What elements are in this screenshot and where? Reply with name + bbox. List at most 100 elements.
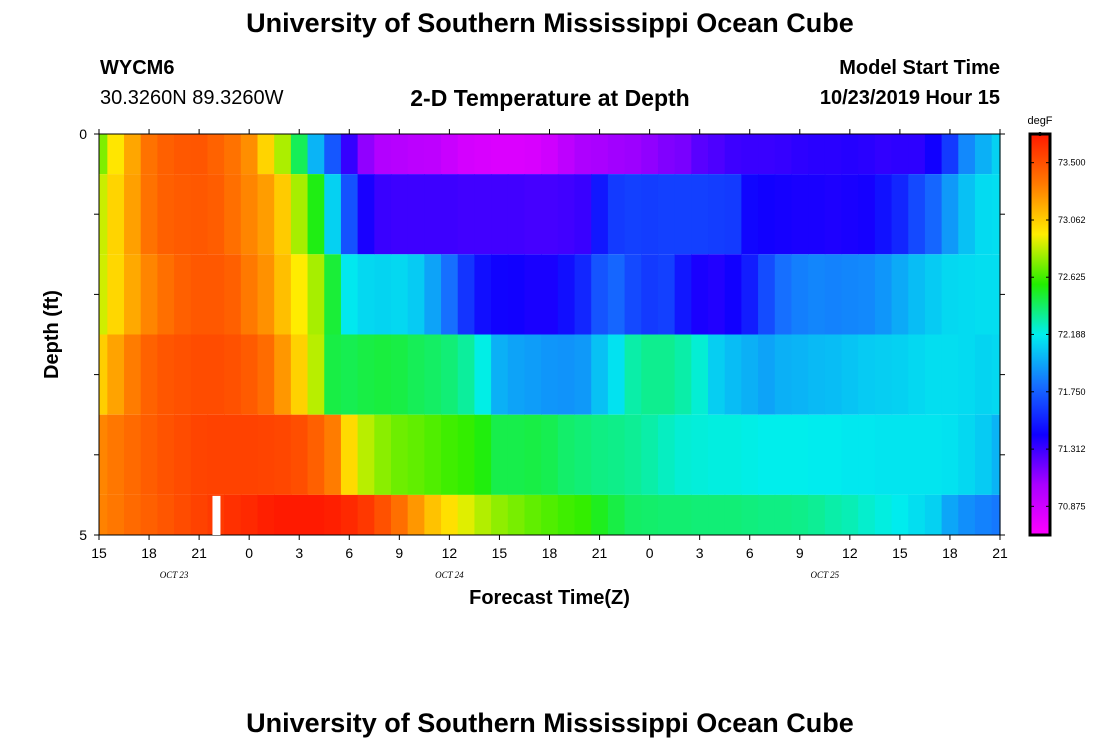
heatmap-cell (257, 334, 275, 415)
heatmap-cell (774, 334, 793, 415)
heatmap-cell (524, 334, 542, 415)
heatmap-cell (741, 254, 759, 335)
heatmap-cell (124, 134, 142, 175)
heatmap-cell (974, 414, 993, 495)
heatmap-cell (758, 334, 776, 415)
x-tick-label: 6 (345, 545, 353, 561)
heatmap-cell (491, 134, 509, 175)
heatmap-cell (607, 174, 626, 255)
heatmap-cell (591, 414, 609, 495)
heatmap-cell (340, 334, 359, 415)
heatmap-cell (474, 414, 492, 495)
heatmap-cell (874, 134, 893, 175)
heatmap-cell (507, 254, 526, 335)
heatmap-cell (891, 494, 909, 535)
heatmap-cell (808, 174, 826, 255)
heatmap-cell (324, 134, 342, 175)
heatmap-cell (791, 414, 809, 495)
heatmap-cell (591, 174, 609, 255)
heatmap-cell (874, 174, 893, 255)
colorbar: degF 73.500 73.062 72.625 72.188 71.750 71.31… (1027, 115, 1086, 537)
x-tick-label: 21 (191, 545, 207, 561)
heatmap-cell (991, 494, 1001, 535)
colorbar-tick-label: 72.625 (1058, 272, 1086, 282)
heatmap-cell (974, 134, 993, 175)
heatmap-cell (691, 174, 709, 255)
heatmap-cell (107, 414, 125, 495)
heatmap-cell (624, 134, 642, 175)
heatmap-cell (741, 174, 759, 255)
heatmap-cell (657, 494, 676, 535)
heatmap-cell (290, 494, 309, 535)
heatmap-cell (374, 494, 392, 535)
heatmap-cell (791, 254, 809, 335)
heatmap-cell (624, 254, 642, 335)
heatmap-cell (441, 134, 459, 175)
date-label: OCT 25 (811, 570, 840, 580)
page-title: University of Southern Mississippi Ocean… (246, 8, 854, 38)
heatmap-cell (591, 254, 609, 335)
heatmap-cell (491, 334, 509, 415)
heatmap-cell (691, 254, 709, 335)
heatmap-cell (307, 494, 325, 535)
heatmap-cell (791, 494, 809, 535)
heatmap-cell (390, 254, 409, 335)
y-tick-label: 5 (79, 527, 87, 543)
heatmap-cell (691, 134, 709, 175)
heatmap-cell (407, 174, 425, 255)
heatmap-cell (541, 254, 559, 335)
heatmap-cell (624, 174, 642, 255)
heatmap-cell (390, 414, 409, 495)
heatmap-cell (824, 414, 843, 495)
heatmap-cell (324, 254, 342, 335)
heatmap-cell (641, 494, 659, 535)
heatmap-cell (274, 254, 292, 335)
heatmap-cell (224, 414, 242, 495)
heatmap-cell (340, 134, 359, 175)
colorbar-tick-label: 73.062 (1058, 215, 1086, 225)
heatmap-cell (858, 254, 876, 335)
heatmap-cell (441, 174, 459, 255)
station-id: WYCM6 (100, 57, 175, 79)
heatmap-cell (407, 334, 425, 415)
heatmap-cell (190, 254, 209, 335)
heatmap-cell (691, 494, 709, 535)
heatmap-cell (99, 254, 108, 335)
heatmap-cell (224, 334, 242, 415)
heatmap-cell (324, 334, 342, 415)
heatmap-cell (758, 254, 776, 335)
heatmap-cell (808, 134, 826, 175)
heatmap-cell (507, 334, 526, 415)
heatmap-cell (924, 134, 943, 175)
date-labels: OCT 23 OCT 24 OCT 25 (160, 570, 840, 580)
heatmap-cell (808, 494, 826, 535)
heatmap-cell (190, 414, 209, 495)
heatmap-cell (157, 254, 175, 335)
heatmap-cell (224, 174, 242, 255)
heatmap-cell (140, 254, 158, 335)
y-axis: 05 (79, 126, 1005, 543)
heatmap-cell (374, 134, 392, 175)
heatmap-cell (290, 414, 309, 495)
heatmap-cell (107, 334, 125, 415)
heatmap-cell (574, 174, 592, 255)
heatmap-cell (424, 334, 442, 415)
heatmap-cell (257, 134, 275, 175)
heatmap-cell (724, 334, 742, 415)
heatmap-cell (491, 414, 509, 495)
heatmap-cell (340, 414, 359, 495)
heatmap-cell (190, 334, 209, 415)
heatmap-cell (207, 414, 225, 495)
heatmap-cell (107, 254, 125, 335)
heatmap-cell (724, 494, 742, 535)
heatmap-cell (157, 174, 175, 255)
heatmap-cell (457, 174, 476, 255)
x-tick-label: 12 (842, 545, 858, 561)
heatmap-cell (124, 254, 142, 335)
heatmap-cell (708, 134, 726, 175)
heatmap-cell (99, 414, 108, 495)
heatmap-cell (924, 334, 943, 415)
heatmap-cell (574, 334, 592, 415)
heatmap-cell (824, 254, 843, 335)
heatmap-cell (691, 334, 709, 415)
